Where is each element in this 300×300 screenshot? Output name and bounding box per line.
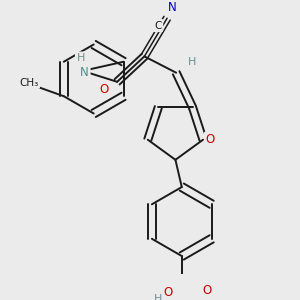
Text: N: N (80, 66, 89, 79)
Text: H: H (154, 294, 162, 300)
Text: C: C (154, 20, 162, 31)
Text: O: O (206, 133, 215, 146)
Text: O: O (202, 284, 212, 297)
Text: H: H (76, 53, 85, 63)
Text: CH₃: CH₃ (20, 78, 39, 88)
Text: O: O (164, 286, 173, 299)
Text: N: N (168, 1, 177, 14)
Text: O: O (100, 82, 109, 96)
Text: H: H (188, 57, 197, 67)
